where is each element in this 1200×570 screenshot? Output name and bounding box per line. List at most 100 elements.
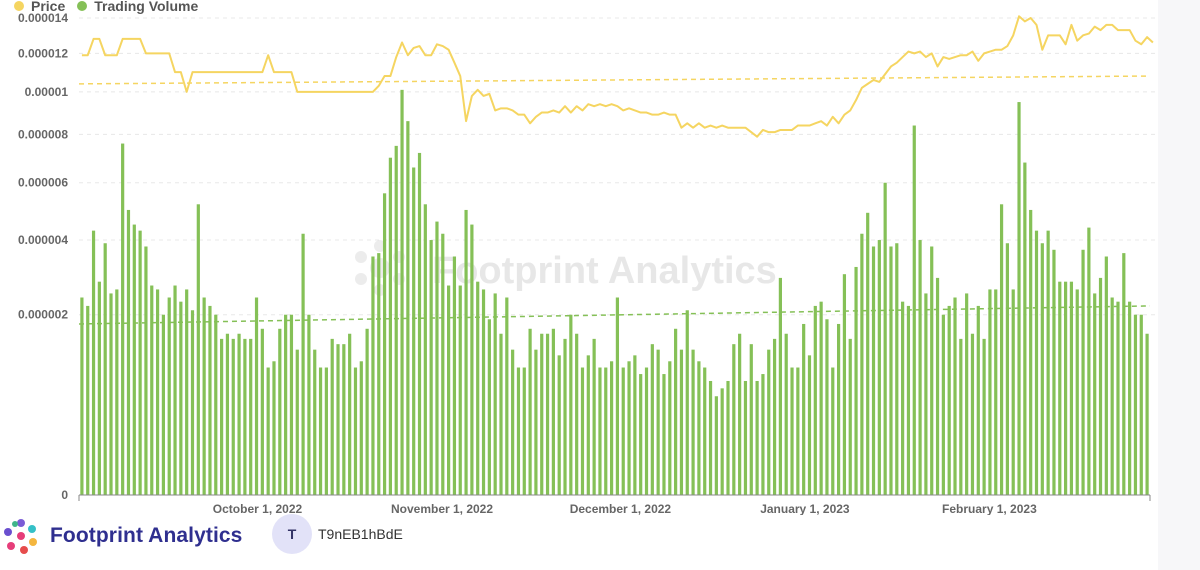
volume-bar[interactable] [208, 305, 212, 495]
volume-bar[interactable] [999, 204, 1004, 496]
volume-bar[interactable] [237, 333, 241, 495]
volume-bar[interactable] [481, 289, 486, 495]
volume-bar[interactable] [1058, 281, 1062, 495]
volume-bar[interactable] [633, 355, 637, 495]
volume-bar[interactable] [1029, 209, 1033, 495]
volume-bar[interactable] [883, 182, 887, 496]
volume-bar[interactable] [121, 143, 125, 496]
volume-bar[interactable] [796, 367, 800, 495]
volume-bar[interactable] [522, 367, 526, 495]
volume-bar[interactable] [324, 367, 328, 495]
volume-bar[interactable] [138, 230, 142, 495]
volume-bar[interactable] [802, 323, 806, 495]
volume-bar[interactable] [313, 349, 317, 495]
volume-bar[interactable] [196, 204, 200, 496]
volume-bar[interactable] [743, 380, 748, 495]
volume-bar[interactable] [412, 167, 416, 496]
volume-bar[interactable] [674, 328, 678, 495]
volume-bar[interactable] [615, 297, 620, 496]
volume-bar[interactable] [551, 328, 555, 495]
volume-bar[interactable] [1034, 230, 1039, 495]
volume-bar[interactable] [825, 319, 829, 495]
volume-bar[interactable] [871, 246, 876, 495]
volume-bar[interactable] [190, 310, 195, 495]
volume-bar[interactable] [906, 305, 911, 495]
volume-bar[interactable] [866, 212, 870, 496]
volume-bar[interactable] [97, 281, 101, 495]
volume-bar[interactable] [749, 344, 753, 495]
volume-bar[interactable] [1139, 314, 1143, 495]
volume-bar[interactable] [778, 277, 782, 495]
volume-bar[interactable] [685, 310, 689, 495]
volume-bar[interactable] [784, 333, 788, 495]
volume-bar[interactable] [249, 338, 253, 495]
volume-bar[interactable] [417, 152, 422, 495]
volume-bar[interactable] [1052, 249, 1056, 495]
volume-bar[interactable] [1023, 162, 1027, 495]
volume-bar[interactable] [220, 338, 224, 495]
volume-bar[interactable] [86, 305, 90, 495]
volume-bar[interactable] [639, 374, 643, 495]
volume-bar[interactable] [650, 344, 654, 495]
volume-bar[interactable] [732, 344, 736, 495]
volume-bar[interactable] [260, 328, 264, 495]
volume-bar[interactable] [540, 333, 544, 495]
volume-bar[interactable] [470, 224, 474, 495]
user-name[interactable]: T9nEB1hBdE [318, 526, 403, 542]
volume-bar[interactable] [598, 367, 602, 495]
volume-bar[interactable] [1040, 243, 1044, 495]
volume-bar[interactable] [813, 305, 817, 495]
volume-bar[interactable] [924, 293, 928, 495]
volume-bar[interactable] [545, 333, 550, 495]
volume-bar[interactable] [400, 89, 404, 495]
volume-bar[interactable] [1046, 230, 1050, 495]
volume-bar[interactable] [941, 314, 945, 495]
volume-bar[interactable] [854, 266, 858, 495]
volume-bar[interactable] [91, 230, 96, 495]
volume-bar[interactable] [679, 349, 684, 495]
volume-bar[interactable] [266, 367, 270, 495]
volume-bar[interactable] [959, 338, 963, 495]
volume-bar[interactable] [452, 256, 457, 496]
volume-bar[interactable] [1122, 253, 1126, 495]
volume-bar[interactable] [132, 224, 136, 495]
volume-bar[interactable] [441, 233, 445, 496]
volume-bar[interactable] [1116, 301, 1120, 495]
volume-bar[interactable] [330, 338, 334, 495]
volume-bar[interactable] [662, 374, 666, 495]
volume-bar[interactable] [1110, 297, 1114, 496]
volume-bar[interactable] [318, 367, 323, 495]
volume-bar[interactable] [953, 297, 957, 496]
volume-bar[interactable] [115, 289, 119, 495]
volume-bar[interactable] [295, 349, 299, 495]
volume-bar[interactable] [575, 333, 579, 495]
volume-bar[interactable] [289, 314, 294, 495]
volume-bar[interactable] [901, 301, 905, 495]
volume-bar[interactable] [970, 333, 975, 495]
volume-bar[interactable] [359, 361, 363, 495]
volume-bar[interactable] [435, 221, 439, 495]
volume-bar[interactable] [336, 344, 340, 495]
volume-bar[interactable] [1075, 289, 1079, 495]
volume-bar[interactable] [691, 349, 695, 495]
volume-bar[interactable] [714, 396, 718, 495]
volume-bar[interactable] [889, 246, 893, 495]
volume-bar[interactable] [848, 338, 852, 495]
volume-bar[interactable] [604, 367, 608, 495]
volume-bar[interactable] [511, 349, 515, 495]
volume-bar[interactable] [586, 355, 590, 495]
volume-bar[interactable] [1128, 301, 1132, 495]
volume-bar[interactable] [1081, 249, 1085, 495]
volume-bar[interactable] [947, 305, 951, 495]
volume-bar[interactable] [877, 240, 881, 495]
volume-bar[interactable] [272, 361, 276, 495]
volume-bar[interactable] [406, 121, 410, 495]
volume-bar[interactable] [895, 243, 899, 495]
volume-bar[interactable] [80, 297, 84, 496]
volume-bar[interactable] [476, 281, 480, 495]
volume-bar[interactable] [365, 328, 369, 495]
volume-bar[interactable] [761, 374, 765, 495]
volume-bar[interactable] [284, 314, 288, 495]
volume-bar[interactable] [254, 297, 259, 496]
volume-bar[interactable] [447, 285, 451, 495]
